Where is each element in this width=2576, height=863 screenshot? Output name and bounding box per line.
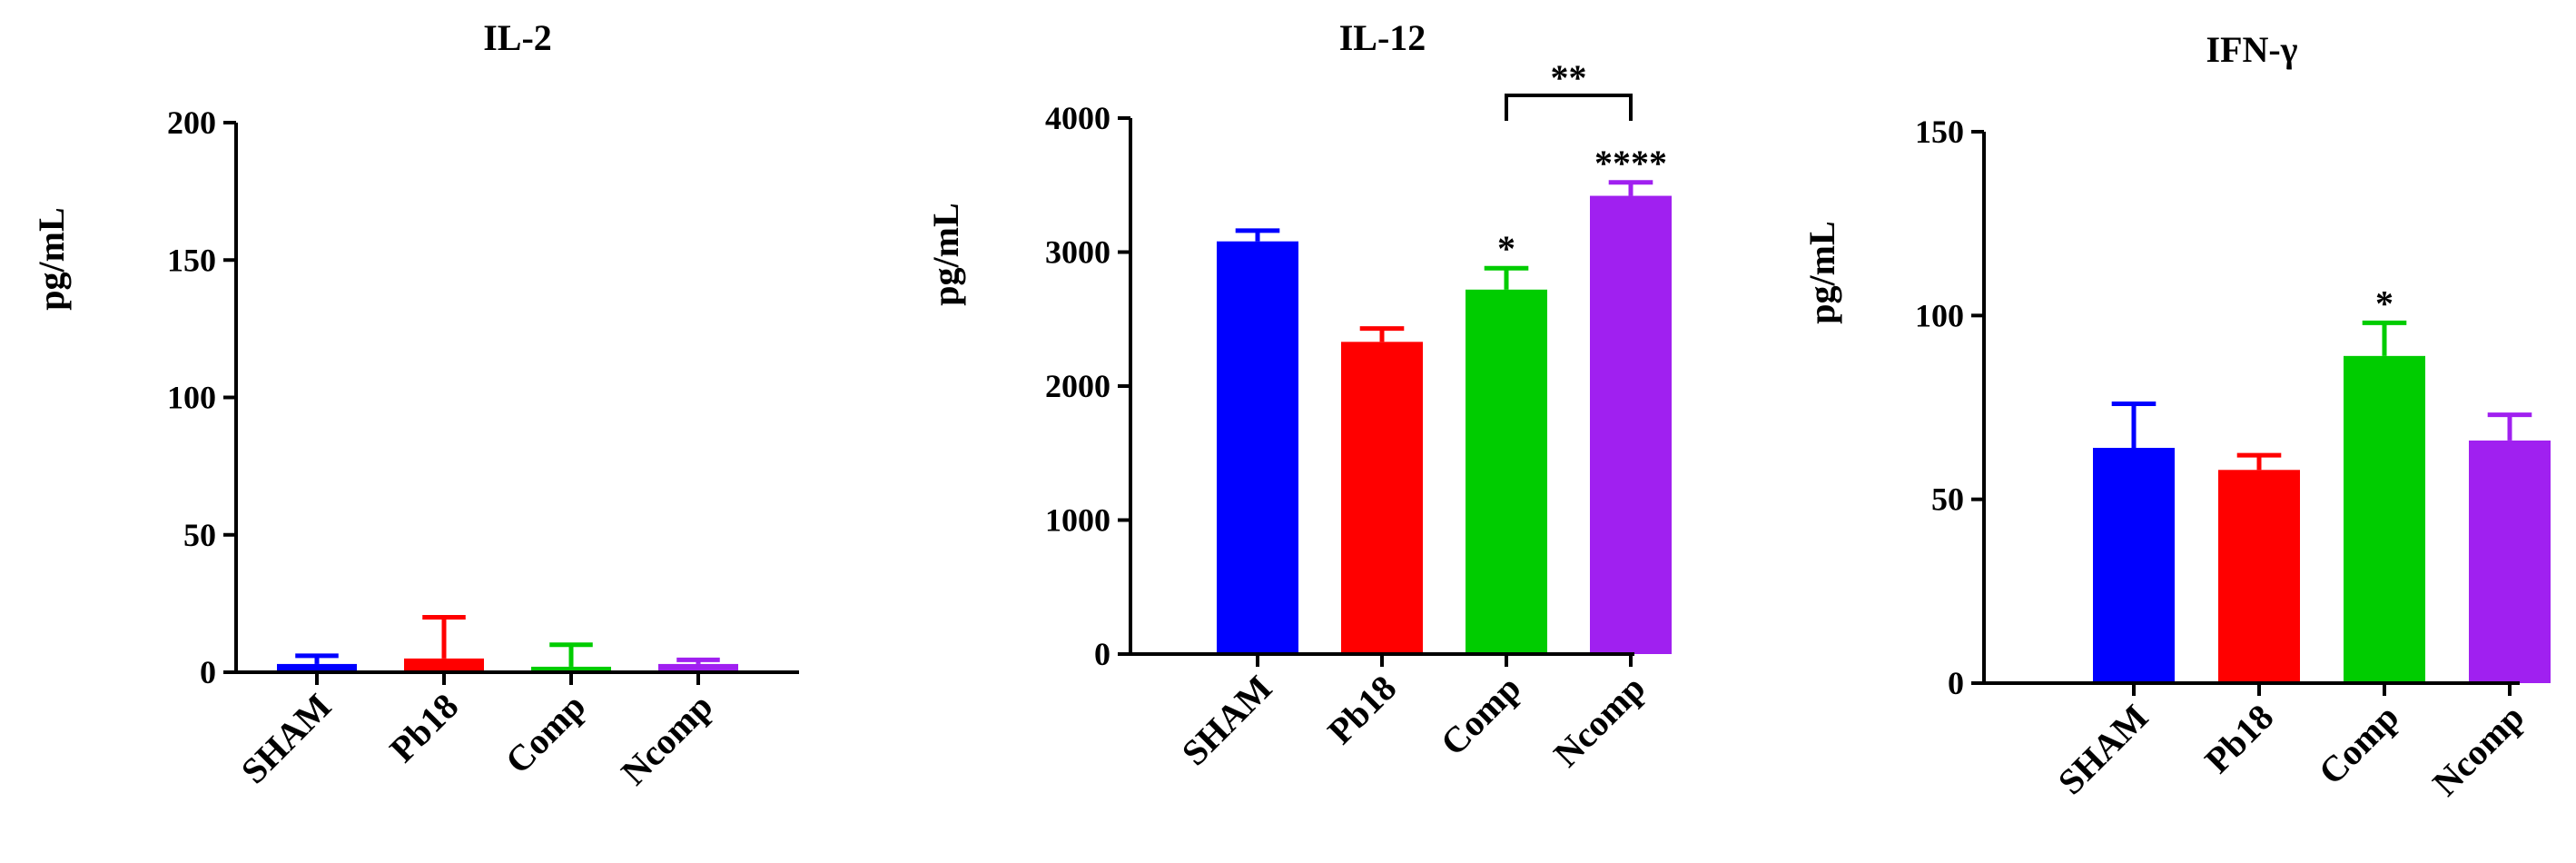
bar-ncomp xyxy=(1590,195,1672,655)
x-tick-label: Pb18 xyxy=(2196,697,2281,781)
y-axis-label: pg/mL xyxy=(1801,221,1842,323)
y-tick-label: 150 xyxy=(167,242,216,278)
y-tick-label: 4000 xyxy=(1045,100,1110,136)
bar-comp xyxy=(1466,289,1547,654)
x-tick-label: Comp xyxy=(1433,668,1529,764)
y-axis-label: pg/mL xyxy=(925,203,966,305)
x-tick-label: SHAM xyxy=(1174,668,1280,774)
y-tick-label: 50 xyxy=(183,517,216,553)
bar-ncomp xyxy=(658,663,738,672)
y-tick-label: 0 xyxy=(1094,636,1110,672)
y-tick-label: 150 xyxy=(1915,114,1964,150)
chart-title: IFN-γ xyxy=(2206,29,2298,70)
x-tick-label: Pb18 xyxy=(381,686,466,770)
y-tick-label: 2000 xyxy=(1045,368,1110,404)
bar-sham xyxy=(277,663,357,672)
x-tick-label: Ncomp xyxy=(613,686,720,793)
y-tick-label: 1000 xyxy=(1045,502,1110,539)
x-tick-label: SHAM xyxy=(233,686,340,792)
x-tick-label: Ncomp xyxy=(2424,697,2532,804)
chart-panel-2: IL-12 pg/mL 0 1000 2000 3000 4000 SHAM Pb18 Comp N… xyxy=(925,17,1672,775)
significance-bracket xyxy=(1505,94,1633,121)
bar-comp xyxy=(531,666,611,672)
bar-pb18 xyxy=(404,658,484,672)
y-tick-label: 200 xyxy=(167,104,216,141)
bar-sham xyxy=(2093,448,2175,683)
y-tick-label: 100 xyxy=(167,380,216,416)
significance-marker: **** xyxy=(1594,143,1667,184)
y-tick-label: 0 xyxy=(200,654,216,690)
bracket-label: ** xyxy=(1551,57,1587,98)
y-tick-label: 100 xyxy=(1915,297,1964,333)
x-tick-label: Ncomp xyxy=(1545,668,1653,775)
x-tick-label: Comp xyxy=(2311,697,2407,793)
x-tick-label: Comp xyxy=(498,686,594,782)
chart-panel-1: IL-2 pg/mL 0 50 100 150 200 SHAM Pb18 Comp Ncomp xyxy=(31,17,799,793)
y-axis-label: pg/mL xyxy=(31,207,72,310)
x-tick-label: SHAM xyxy=(2050,697,2157,803)
x-tick-label: Pb18 xyxy=(1319,668,1404,752)
y-tick-label: 50 xyxy=(1931,481,1964,518)
significance-marker: * xyxy=(1497,228,1515,269)
chart-title: IL-12 xyxy=(1339,17,1426,58)
y-tick-label: 0 xyxy=(1948,665,1964,701)
bar-pb18 xyxy=(2218,470,2300,683)
bar-sham xyxy=(1217,241,1298,654)
bar-ncomp xyxy=(2469,440,2551,683)
significance-marker: * xyxy=(2375,283,2393,323)
chart-title: IL-2 xyxy=(483,17,552,58)
bar-pb18 xyxy=(1341,342,1423,654)
bar-comp xyxy=(2344,355,2425,683)
y-tick-label: 3000 xyxy=(1045,234,1110,271)
chart-panel-3: IFN-γ pg/mL 0 50 100 150 SHAM Pb18 Comp Ncomp * xyxy=(1801,29,2551,804)
